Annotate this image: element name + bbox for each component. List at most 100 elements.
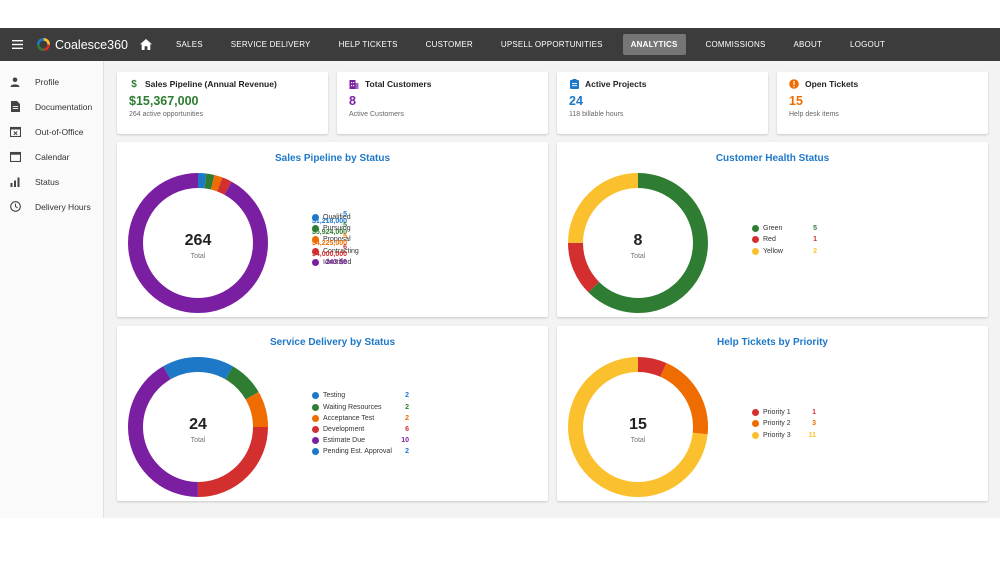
donut-slice-yellow[interactable] [568,173,708,313]
sidebar: Profile Documentation Out-of-Office Calenda… [0,61,104,518]
legend-dot [752,225,759,233]
sidebar-item-label: Profile [35,76,60,87]
sidebar-item-out-of-office[interactable]: Out-of-Office [0,119,103,144]
legend-label: Estimate Due [323,437,366,445]
stat-card-header: Open Tickets [789,79,976,89]
legend-dot [312,258,319,266]
legend-item[interactable]: Development 6 [312,424,449,435]
legend-item[interactable]: Pursuing 5 $5,924,000 [312,222,387,236]
sidebar-item-status[interactable]: Status [0,169,103,194]
legend-dot [752,409,759,417]
dashboard-main: $ Sales Pipeline (Annual Revenue) $15,367,… [117,72,989,501]
chart-legend: Priority 1 1 Priority 2 3 Priority 3 11 [752,407,856,441]
legend-label: Identified [323,258,352,266]
legend-label: Red [763,236,776,244]
legend-label: Waiting Resources [323,403,382,411]
donut-center-label: Total [631,253,646,260]
legend-item[interactable]: Estimate Due 10 [312,435,449,446]
legend-item[interactable]: Acceptance Test 2 [312,413,449,424]
legend-label: Priority 3 [763,431,791,439]
legend-value: 3 [812,420,816,428]
legend-value: 5 $4,225,000 [311,232,348,247]
donut-slice-priority-2[interactable] [568,357,708,497]
donut-center-label: Total [191,437,206,444]
clock-icon [9,201,21,213]
legend-item[interactable]: Proposal 5 $4,225,000 [311,232,387,247]
stat-card-title: Sales Pipeline (Annual Revenue) [145,79,277,89]
legend-value: 2 [405,414,409,422]
sidebar-item-documentation[interactable]: Documentation [0,94,103,119]
building-icon [349,79,359,89]
nav-service-delivery[interactable]: SERVICE DELIVERY [230,40,311,49]
legend-item[interactable]: Qualified 5 $1,218,000 [311,210,387,225]
legend-item[interactable]: Priority 2 3 [752,418,856,429]
legend-label: Proposal [323,236,351,244]
legend-dot [752,236,759,244]
bar-chart-icon [9,176,21,188]
legend-dot [752,431,759,439]
app-name: Coalesce360 [55,37,128,52]
document-icon [9,101,21,113]
legend-dot [312,437,319,445]
legend-item[interactable]: Priority 1 1 [752,407,856,418]
stat-card-subtitle: 264 active opportunities [129,111,203,118]
legend-item[interactable]: Pending Est. Approval 2 [312,446,449,457]
stat-card-title: Total Customers [365,79,432,89]
sidebar-item-label: Documentation [35,101,93,112]
stat-card-total-customers: Total Customers 8 Active Customers [337,72,548,134]
nav-about[interactable]: ABOUT [793,40,823,49]
sidebar-item-delivery-hours[interactable]: Delivery Hours [0,194,103,219]
legend-item[interactable]: Priority 3 11 [752,430,856,441]
nav-analytics[interactable]: ANALYTICS [622,34,686,55]
sidebar-item-profile[interactable]: Profile [0,69,103,94]
legend-item[interactable]: Waiting Resources 2 [312,402,449,413]
stat-card-value: 24 [569,94,583,108]
donut-slice-priority-3[interactable] [568,357,708,497]
donut-slice-identified[interactable] [128,173,268,313]
donut-chart: 15 Total [568,357,708,497]
nav-customer[interactable]: CUSTOMER [425,40,473,49]
legend-value: 2 [813,247,817,255]
donut-center-label: Total [191,253,206,260]
legend-value: 1 [813,236,817,244]
legend-item[interactable]: Contracting 6 $4,000,000 [312,244,387,258]
sidebar-item-calendar[interactable]: Calendar [0,144,103,169]
nav-help-tickets[interactable]: HELP TICKETS [338,40,398,49]
legend-item[interactable]: Yellow 2 [752,246,857,257]
calendar-icon [9,151,21,163]
nav-upsell-opportunities[interactable]: UPSELL OPPORTUNITIES [500,40,603,49]
chart-card-service-delivery-by-status: Service Delivery by Status 24 Total Testing… [117,326,548,501]
donut-slice-development[interactable] [128,357,268,497]
donut-slice-red[interactable] [568,173,708,313]
clipboard-icon [569,79,579,89]
hamburger-menu-icon[interactable] [0,40,34,49]
legend-dot [312,403,319,411]
nav-logout[interactable]: LOGOUT [850,40,886,49]
stat-card-subtitle: Help desk items [789,111,839,118]
legend-dot [312,225,319,233]
sidebar-item-label: Status [35,176,60,187]
nav-sales[interactable]: SALES [175,40,203,49]
legend-value: 5 $1,218,000 [311,210,348,225]
legend-item[interactable]: Green 5 [752,223,857,234]
legend-item[interactable]: Testing 2 [312,390,449,401]
chart-card-sales-pipeline-by-status: Sales Pipeline by Status 264 Total Qualifie… [117,142,548,317]
donut-center-value: 8 [634,232,643,249]
dollar-icon: $ [131,78,137,90]
app-logo[interactable]: Coalesce360 [36,37,128,52]
home-icon[interactable] [138,37,154,53]
nav-commissions[interactable]: COMMISSIONS [705,40,766,49]
chart-legend: Qualified 5 $1,218,000 Pursuing 5 $5,924,00… [311,210,387,268]
donut-slice-pending-est-approval[interactable] [128,357,268,497]
legend-item[interactable]: Identified 243 $0 [312,257,387,268]
legend-item[interactable]: Red 1 [752,234,857,245]
legend-value: 10 [401,437,409,445]
stat-card-active-projects: Active Projects 24 118 billable hours [557,72,768,134]
donut-slice-estimate-due[interactable] [128,357,268,497]
legend-label: Qualified [323,214,351,222]
legend-value: 11 [808,431,816,439]
donut-slice-acceptance-test[interactable] [128,357,268,497]
legend-label: Development [323,426,365,434]
chart-card-customer-health-status: Customer Health Status 8 Total Green 5 Red 1 Ye… [557,142,988,317]
stat-card-title: Open Tickets [805,79,859,89]
